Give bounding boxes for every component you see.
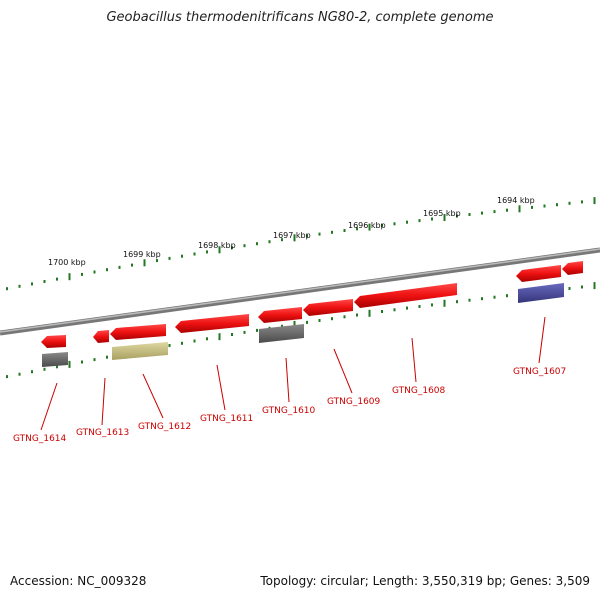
gene-label-gtng-1610[interactable]: GTNG_1610 [262,406,316,416]
gene-arrow-gtng-1607[interactable] [516,265,561,282]
purple-feature-1607[interactable] [518,283,564,303]
scale-label-1700: 1700 kbp [48,258,86,267]
scale-label-1695: 1695 kbp [423,209,461,218]
gene-label-gtng-1608[interactable]: GTNG_1608 [392,386,446,396]
gene-arrow-gtng-1608[interactable] [354,283,457,308]
gene-label-gtng-1614[interactable]: GTNG_1614 [13,434,67,444]
gene-arrow-gtng-1609[interactable] [303,299,353,316]
gene-arrow-extra[interactable] [562,261,583,275]
gene-label-gtng-1609[interactable]: GTNG_1609 [327,397,381,407]
scale-label-1696: 1696 kbp [348,221,386,230]
genome-summary-text: Topology: circular; Length: 3,550,319 bp… [260,574,590,588]
accession-text: Accession: NC_009328 [10,574,147,588]
gene-label-gtng-1612[interactable]: GTNG_1612 [138,422,191,432]
khaki-feature-1612[interactable] [112,342,168,360]
gene-arrow-gtng-1613[interactable] [93,330,109,343]
scale-label-1694: 1694 kbp [497,196,535,205]
gray-feature-1614[interactable] [42,352,68,367]
outer-scale-ticks [6,197,596,291]
map-title: Geobacillus thermodenitrificans NG80-2, … [106,10,494,25]
gene-arrow-gtng-1611[interactable] [175,314,249,333]
scale-label-1697: 1697 kbp [273,231,311,240]
gene-features [41,261,583,367]
gene-arrow-gtng-1610[interactable] [258,307,302,323]
gene-label-gtng-1611[interactable]: GTNG_1611 [200,414,253,424]
label-leader-lines [40,316,546,431]
scale-label-1699: 1699 kbp [123,250,161,259]
gene-label-gtng-1607[interactable]: GTNG_1607 [513,367,566,377]
gene-arrow-gtng-1614[interactable] [41,335,66,348]
gene-arrow-gtng-1612[interactable] [110,324,166,340]
gray-feature-1610[interactable] [259,324,304,343]
scale-label-1698: 1698 kbp [198,241,236,250]
gene-label-gtng-1613[interactable]: GTNG_1613 [76,428,129,438]
genome-backbone [0,247,600,336]
